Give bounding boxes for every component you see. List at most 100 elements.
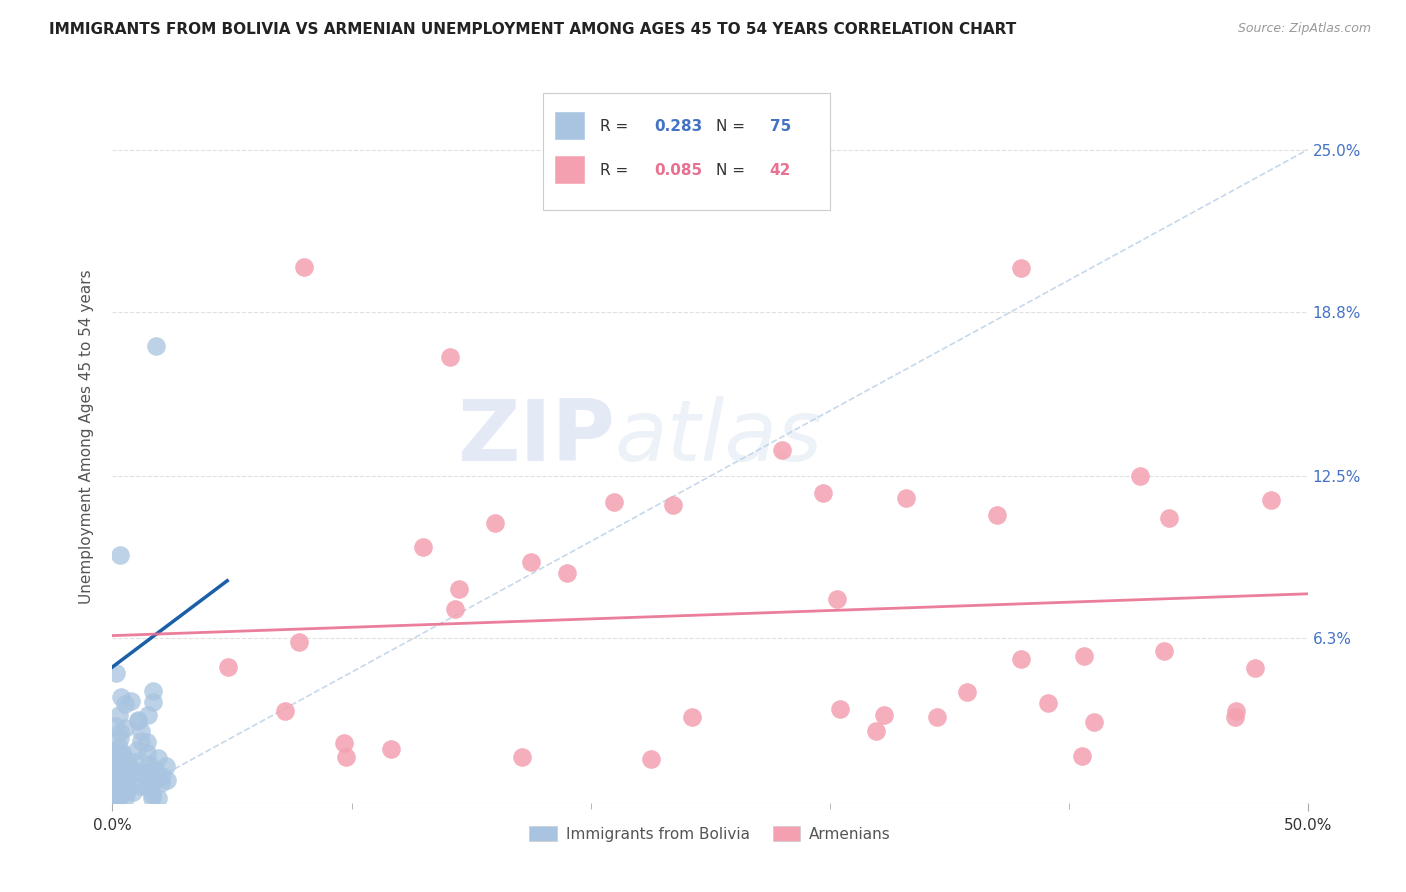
Point: [105, 790, 128, 805]
Point: [155, 759, 177, 773]
Point: [150, 769, 173, 783]
Point: [111, 768, 134, 782]
Point: [105, 665, 128, 680]
Point: [135, 780, 157, 794]
Y-axis label: Unemployment Among Ages 45 to 54 years: Unemployment Among Ages 45 to 54 years: [79, 269, 94, 605]
Point: [104, 719, 127, 733]
Point: [1243, 661, 1265, 675]
Point: [141, 787, 163, 801]
Text: N =: N =: [716, 119, 749, 134]
Point: [120, 693, 142, 707]
Point: [114, 697, 136, 711]
Point: [1073, 649, 1095, 664]
Text: 0.085: 0.085: [654, 162, 702, 178]
Point: [104, 790, 127, 805]
Point: [1010, 652, 1032, 666]
Point: [104, 775, 127, 789]
Point: [110, 690, 132, 705]
FancyBboxPatch shape: [554, 112, 585, 140]
Point: [138, 757, 160, 772]
Point: [107, 707, 129, 722]
Point: [108, 780, 131, 794]
Point: [149, 776, 172, 790]
Point: [108, 731, 131, 746]
Point: [956, 684, 979, 698]
Point: [107, 768, 129, 782]
Point: [110, 725, 132, 739]
Point: [1225, 705, 1247, 719]
Point: [114, 721, 136, 735]
Text: 42: 42: [770, 162, 792, 178]
Point: [1153, 644, 1175, 658]
Point: [512, 750, 534, 764]
Point: [108, 789, 131, 803]
Point: [117, 779, 139, 793]
Point: [447, 582, 470, 596]
Point: [104, 783, 127, 797]
Point: [111, 746, 134, 760]
Point: [127, 765, 149, 780]
Point: [1071, 749, 1094, 764]
Point: [107, 757, 129, 772]
Point: [1260, 492, 1282, 507]
Point: [520, 556, 543, 570]
Point: [136, 735, 159, 749]
Point: [125, 742, 148, 756]
Point: [129, 734, 152, 748]
Point: [439, 351, 461, 365]
Point: [148, 751, 170, 765]
Point: [444, 601, 467, 615]
Point: [122, 755, 145, 769]
Point: [111, 774, 134, 789]
Point: [127, 714, 149, 728]
Point: [1036, 696, 1059, 710]
Point: [135, 775, 157, 789]
Point: [681, 710, 703, 724]
Point: [217, 659, 239, 673]
Point: [103, 754, 125, 768]
Point: [662, 498, 685, 512]
Point: [127, 713, 149, 727]
Point: [115, 771, 138, 785]
Text: Source: ZipAtlas.com: Source: ZipAtlas.com: [1237, 22, 1371, 36]
Point: [114, 790, 136, 805]
Point: [142, 695, 165, 709]
Point: [274, 704, 297, 718]
Point: [120, 763, 142, 777]
Point: [1223, 710, 1246, 724]
Point: [111, 785, 134, 799]
Text: 0.283: 0.283: [654, 119, 702, 134]
Point: [927, 709, 949, 723]
Point: [145, 773, 167, 788]
Point: [156, 773, 179, 788]
Point: [770, 443, 793, 458]
Text: R =: R =: [600, 162, 633, 178]
Text: N =: N =: [716, 162, 749, 178]
Text: atlas: atlas: [614, 395, 823, 479]
Point: [333, 736, 356, 750]
Point: [108, 548, 131, 562]
Point: [288, 635, 311, 649]
Point: [129, 724, 152, 739]
Point: [108, 760, 131, 774]
Point: [120, 758, 142, 772]
Point: [825, 592, 848, 607]
Point: [104, 780, 127, 794]
Point: [136, 766, 159, 780]
Point: [142, 683, 165, 698]
Point: [136, 746, 159, 760]
Point: [107, 740, 129, 755]
Point: [986, 508, 1008, 523]
Point: [828, 702, 851, 716]
FancyBboxPatch shape: [554, 156, 585, 184]
Point: [412, 540, 434, 554]
Point: [146, 790, 169, 805]
Point: [114, 765, 136, 780]
Point: [865, 723, 887, 738]
Point: [103, 769, 125, 783]
Point: [145, 339, 167, 353]
Point: [111, 774, 134, 789]
Point: [141, 790, 163, 805]
Point: [1157, 510, 1180, 524]
Point: [136, 764, 159, 779]
